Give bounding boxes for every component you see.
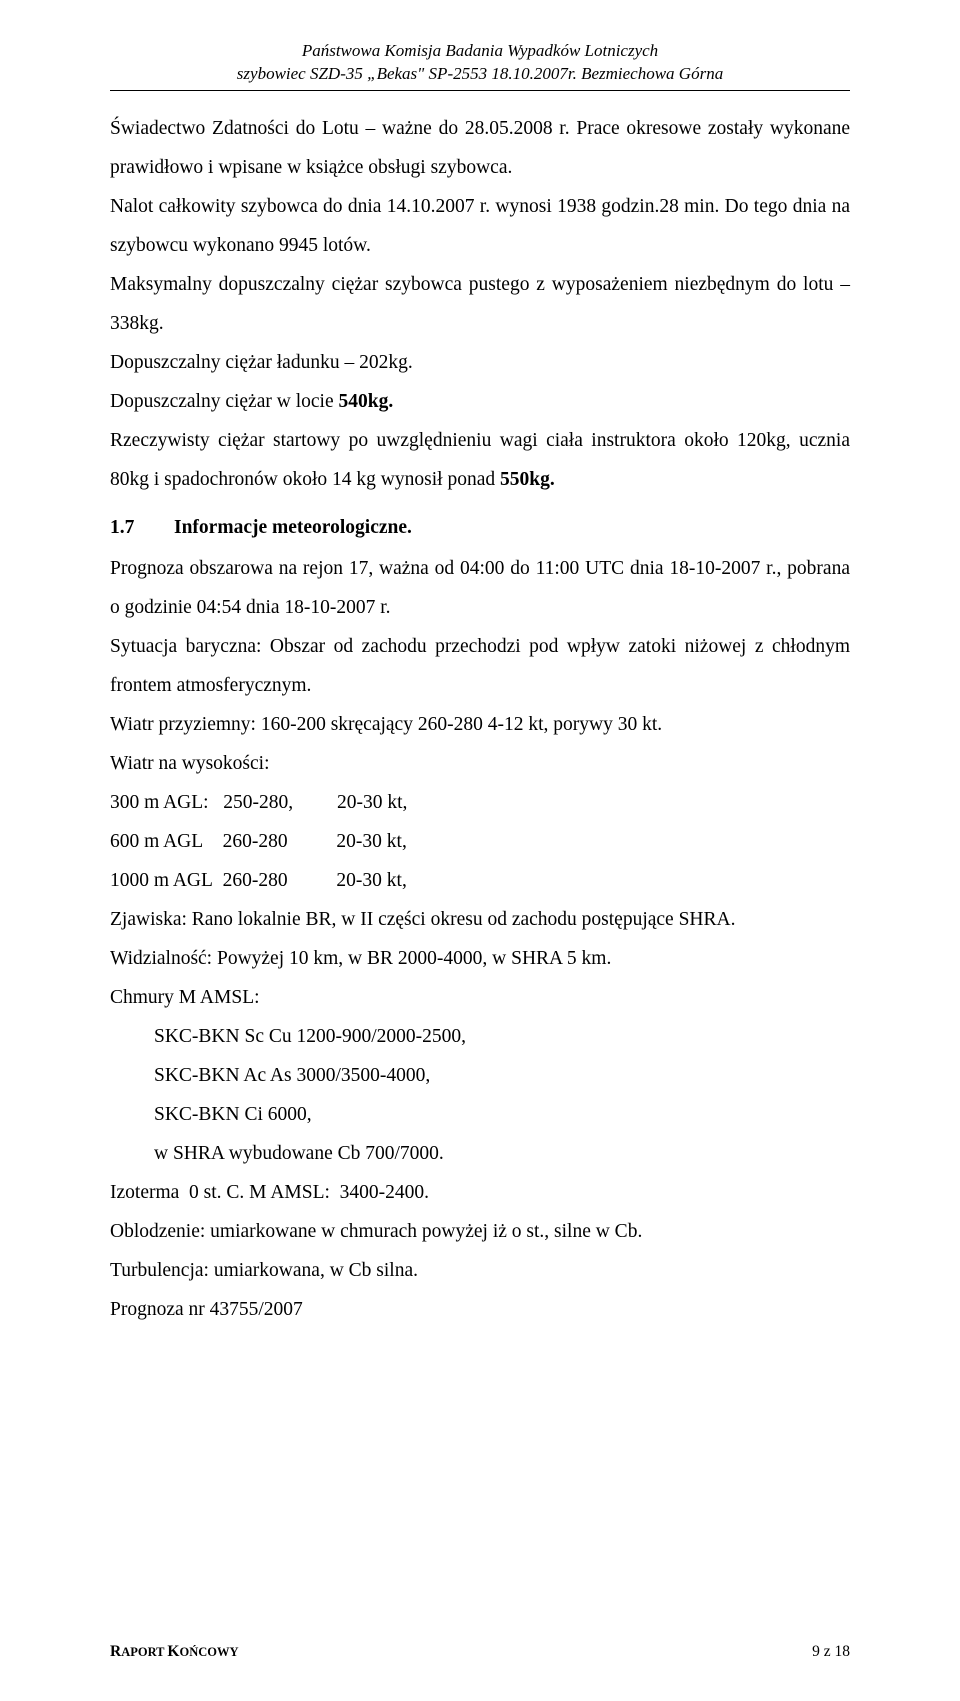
- section-number: 1.7: [110, 517, 174, 539]
- page-footer: RAPORT KOŃCOWY 9 z 18: [110, 1643, 850, 1661]
- meteo-wind-height-label: Wiatr na wysokości:: [110, 744, 850, 783]
- paragraph-certificate: Świadectwo Zdatności do Lotu – ważne do …: [110, 109, 850, 187]
- footer-left-aport: APORT: [121, 1645, 167, 1659]
- paragraph-inflight-weight: Dopuszczalny ciężar w locie 540kg.: [110, 382, 850, 421]
- paragraph-max-weight: Maksymalny dopuszczalny ciężar szybowca …: [110, 265, 850, 343]
- paragraph-actual-weight: Rzeczywisty ciężar startowy po uwzględni…: [110, 421, 850, 499]
- inflight-weight-value: 540kg.: [338, 391, 393, 412]
- meteo-cloud-3: SKC-BKN Ci 6000,: [154, 1095, 850, 1134]
- meteo-icing: Oblodzenie: umiarkowane w chmurach powyż…: [110, 1212, 850, 1251]
- meteo-cloud-1: SKC-BKN Sc Cu 1200-900/2000-2500,: [154, 1017, 850, 1056]
- meteo-cloud-2: SKC-BKN Ac As 3000/3500-4000,: [154, 1056, 850, 1095]
- meteo-wind-1000: 1000 m AGL 260-280 20-30 kt,: [110, 861, 850, 900]
- meteo-cloud-4: w SHRA wybudowane Cb 700/7000.: [154, 1134, 850, 1173]
- meteo-turbulence: Turbulencja: umiarkowana, w Cb silna.: [110, 1251, 850, 1290]
- header-line1: Państwowa Komisja Badania Wypadków Lotni…: [110, 40, 850, 63]
- header-divider: [110, 90, 850, 91]
- actual-weight-text: Rzeczywisty ciężar startowy po uwzględni…: [110, 430, 850, 490]
- meteo-phenomena: Zjawiska: Rano lokalnie BR, w II części …: [110, 900, 850, 939]
- meteo-clouds-list: SKC-BKN Sc Cu 1200-900/2000-2500, SKC-BK…: [110, 1017, 850, 1173]
- header-line2: szybowiec SZD-35 „Bekas" SP-2553 18.10.2…: [110, 63, 850, 86]
- meteo-forecast-number: Prognoza nr 43755/2007: [110, 1290, 850, 1329]
- meteo-baric: Sytuacja baryczna: Obszar od zachodu prz…: [110, 627, 850, 705]
- meteo-visibility: Widzialność: Powyżej 10 km, w BR 2000-40…: [110, 939, 850, 978]
- section-heading-meteo: 1.7Informacje meteorologiczne.: [110, 517, 850, 539]
- footer-left-oncowy: OŃCOWY: [179, 1645, 238, 1659]
- meteo-wind-300: 300 m AGL: 250-280, 20-30 kt,: [110, 783, 850, 822]
- footer-left: RAPORT KOŃCOWY: [110, 1643, 239, 1661]
- section-title: Informacje meteorologiczne.: [174, 517, 412, 538]
- inflight-weight-prefix: Dopuszczalny ciężar w locie: [110, 391, 338, 412]
- meteo-isotherm: Izoterma 0 st. C. M AMSL: 3400-2400.: [110, 1173, 850, 1212]
- footer-left-r: R: [110, 1643, 121, 1660]
- footer-left-k: K: [167, 1643, 179, 1660]
- paragraph-load-weight: Dopuszczalny ciężar ładunku – 202kg.: [110, 343, 850, 382]
- actual-weight-value: 550kg.: [500, 469, 555, 490]
- meteo-wind-600: 600 m AGL 260-280 20-30 kt,: [110, 822, 850, 861]
- meteo-surface-wind: Wiatr przyziemny: 160-200 skręcający 260…: [110, 705, 850, 744]
- page: Państwowa Komisja Badania Wypadków Lotni…: [0, 0, 960, 1701]
- meteo-forecast-area: Prognoza obszarowa na rejon 17, ważna od…: [110, 549, 850, 627]
- footer-page-number: 9 z 18: [812, 1643, 850, 1661]
- page-header: Państwowa Komisja Badania Wypadków Lotni…: [110, 40, 850, 86]
- meteo-clouds-label: Chmury M AMSL:: [110, 978, 850, 1017]
- paragraph-flight-total: Nalot całkowity szybowca do dnia 14.10.2…: [110, 187, 850, 265]
